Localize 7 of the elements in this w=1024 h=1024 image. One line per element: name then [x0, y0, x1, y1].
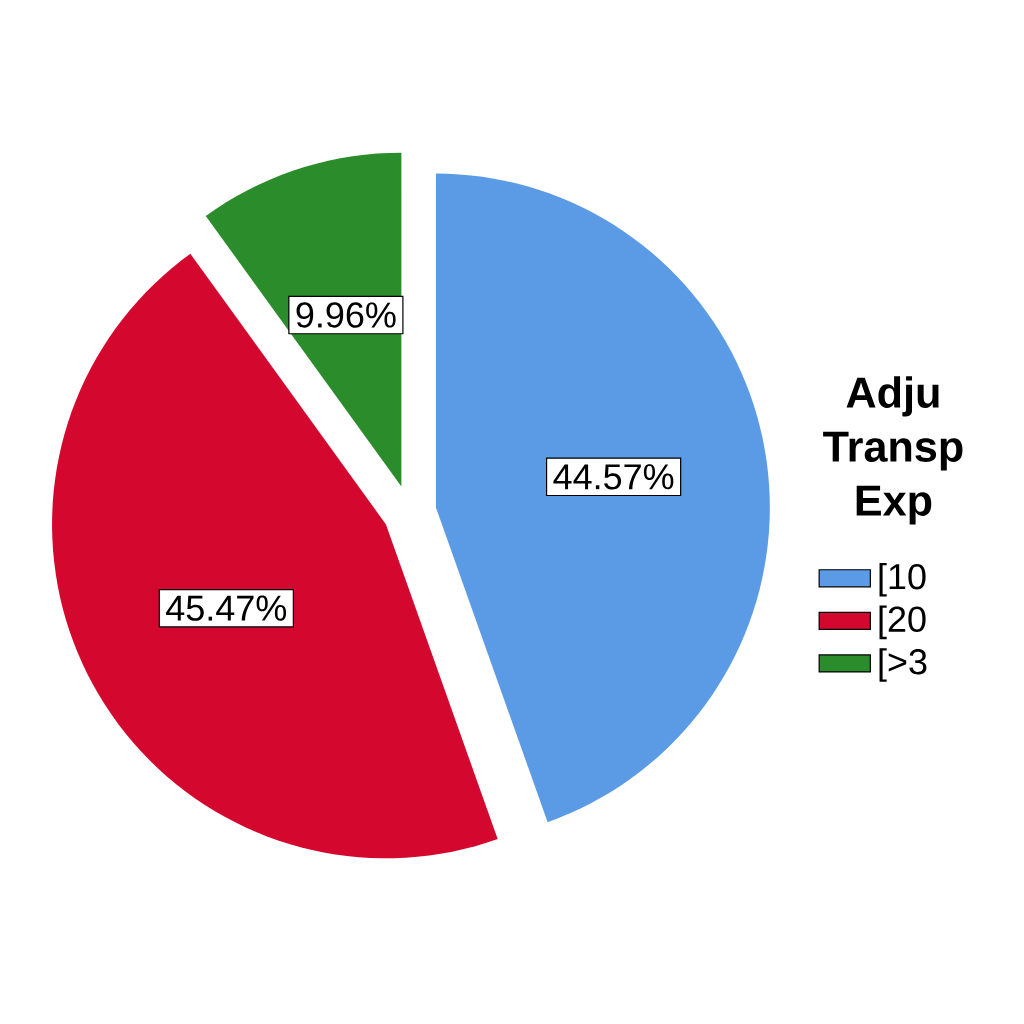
- data-label: 44.57%: [553, 464, 674, 490]
- legend-title: Adju Transp Exp: [823, 376, 963, 525]
- data-label: 45.47%: [166, 595, 287, 621]
- legend-label: [>3: [879, 648, 927, 682]
- legend-label: [20: [879, 605, 926, 640]
- legend-label: [10: [879, 563, 926, 597]
- data-label: 9.96%: [296, 302, 396, 328]
